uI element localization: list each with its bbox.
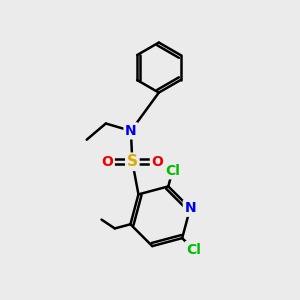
Text: O: O [101,155,113,169]
Text: Cl: Cl [186,243,201,256]
Text: N: N [184,201,196,215]
Text: S: S [127,154,138,169]
Text: O: O [152,155,163,169]
Text: N: N [125,124,137,138]
Text: Cl: Cl [165,164,180,178]
